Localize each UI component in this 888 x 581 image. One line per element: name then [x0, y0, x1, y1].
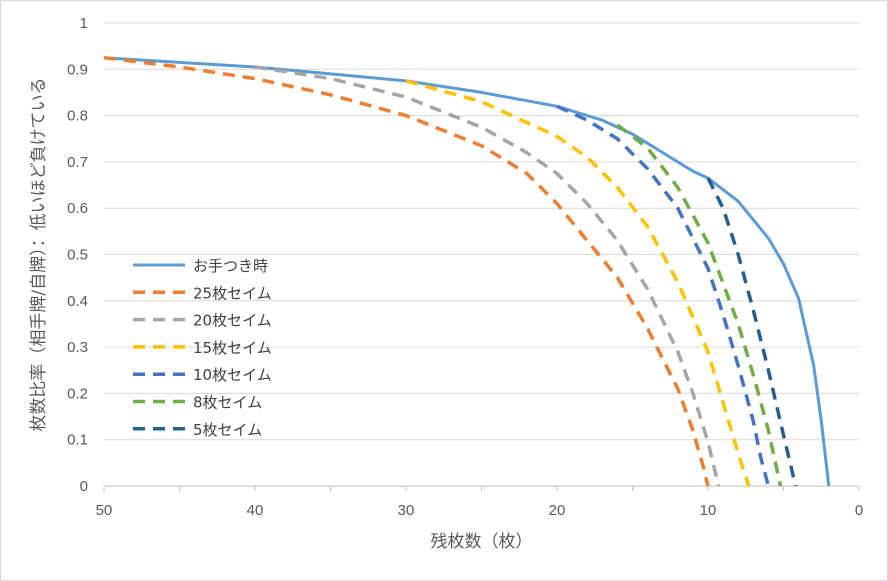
series-lines	[103, 55, 831, 487]
legend: お手つき時 25枚セイム 20枚セイム 15枚セイム 10枚セイム 8枚セイム 5枚セイム	[133, 257, 272, 439]
y-tick-label: 0.4	[67, 293, 88, 310]
series-line-3	[405, 79, 751, 487]
legend-label-1: 25枚セイム	[193, 284, 272, 302]
x-axis-title: 残枚数（枚）	[431, 532, 533, 552]
y-tick-labels: 0 0.1 0.2 0.3 0.4 0.5 0.6 0.7 0.8 0.9 1	[67, 15, 88, 495]
legend-label-3: 15枚セイム	[193, 339, 272, 357]
x-tick-label: 0	[855, 502, 863, 519]
x-tick-labels: 50 40 30 20 10 0	[96, 486, 863, 519]
y-tick-label: 0.5	[67, 247, 88, 264]
x-tick-label: 20	[549, 502, 566, 519]
legend-label-2: 20枚セイム	[193, 312, 272, 330]
y-axis-title: 枚数比率（相手牌/自牌）：低いほど負けている	[29, 77, 49, 431]
y-tick-label: 0.2	[67, 385, 88, 402]
y-tick-label: 0.7	[67, 154, 88, 171]
series-line-2	[254, 65, 721, 487]
legend-label-6: 5枚セイム	[193, 421, 262, 439]
series-line-5	[616, 123, 783, 487]
legend-label-0: お手つき時	[193, 257, 268, 275]
y-tick-label: 0.3	[67, 339, 88, 356]
legend-label-5: 8枚セイム	[193, 394, 262, 412]
y-tick-label: 0.9	[67, 61, 88, 78]
y-tick-label: 0.6	[67, 200, 88, 217]
series-line-0	[103, 56, 831, 487]
y-tick-label: 0.8	[67, 108, 88, 125]
x-tick-label: 30	[398, 502, 415, 519]
x-tick-label: 50	[96, 502, 113, 519]
y-tick-label: 1	[80, 15, 88, 32]
x-tick-label: 40	[247, 502, 264, 519]
series-line-4	[556, 104, 771, 487]
x-tick-label: 10	[700, 502, 717, 519]
y-tick-label: 0	[80, 478, 88, 495]
series-line-1	[103, 55, 710, 487]
series-line-6	[706, 177, 798, 487]
y-tick-label: 0.1	[67, 432, 88, 449]
legend-label-4: 10枚セイム	[193, 366, 272, 384]
